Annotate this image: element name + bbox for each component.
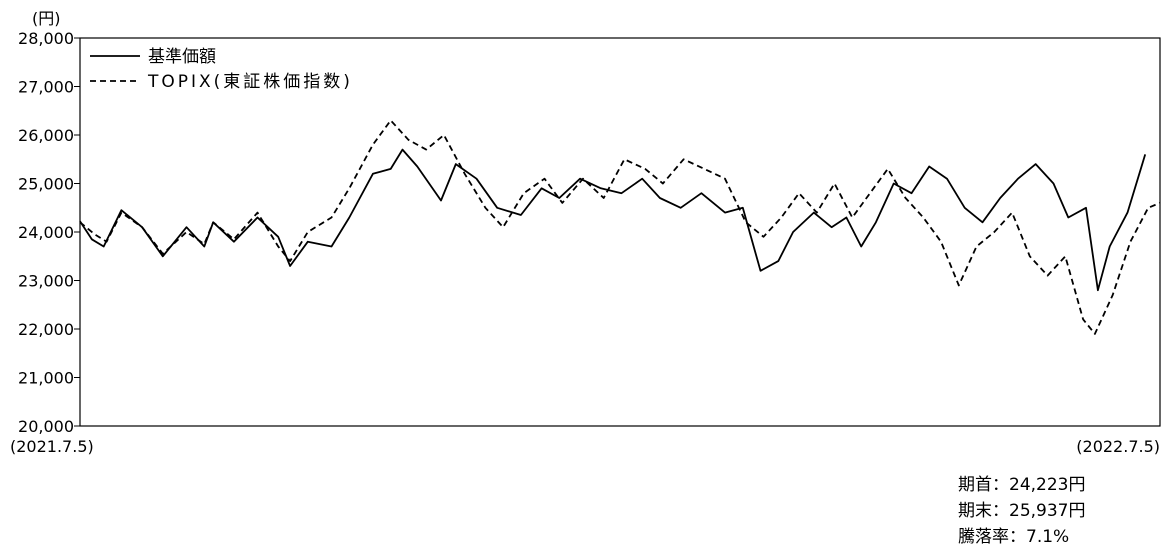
- stat-end-value: 25,937円: [1009, 501, 1086, 521]
- legend: 基準価額 TOPIX(東証株価指数): [90, 47, 353, 92]
- stat-change-value: 7.1%: [1026, 527, 1070, 547]
- x-axis-end-label: (2022.7.5): [1076, 437, 1160, 456]
- period-stats: 期首：24,223円 期末：25,937円 騰落率：7.1%: [958, 472, 1085, 550]
- series-line-nav: [79, 148, 1147, 292]
- y-tick-label: 23,000: [18, 272, 74, 291]
- y-tick-label: 21,000: [18, 369, 74, 388]
- y-tick-label: 26,000: [18, 126, 74, 145]
- y-tick-label: 27,000: [18, 78, 74, 97]
- stat-change: 騰落率：7.1%: [958, 524, 1085, 550]
- stat-end: 期末：25,937円: [958, 498, 1085, 524]
- stat-start-label: 期首：: [958, 475, 1009, 495]
- stat-start-value: 24,223円: [1009, 475, 1086, 495]
- y-tick-label: 24,000: [18, 223, 74, 242]
- legend-label-nav: 基準価額: [148, 47, 216, 67]
- y-axis-unit-label: (円): [32, 9, 61, 28]
- x-axis-start-label: (2021.7.5): [10, 437, 94, 456]
- y-tick-label: 28,000: [18, 29, 74, 48]
- y-axis-ticks: 20,000 21,000 22,000 23,000 24,000 25,000 26,0…: [18, 29, 80, 436]
- y-tick-label: 22,000: [18, 320, 74, 339]
- legend-label-topix: TOPIX(東証株価指数): [147, 72, 353, 92]
- y-tick-label: 20,000: [18, 417, 74, 436]
- series-line-topix: [79, 119, 1161, 335]
- stat-change-label: 騰落率：: [958, 527, 1026, 547]
- stat-end-label: 期末：: [958, 501, 1009, 521]
- y-tick-label: 25,000: [18, 175, 74, 194]
- plot-frame: [79, 37, 1161, 427]
- stat-start: 期首：24,223円: [958, 472, 1085, 498]
